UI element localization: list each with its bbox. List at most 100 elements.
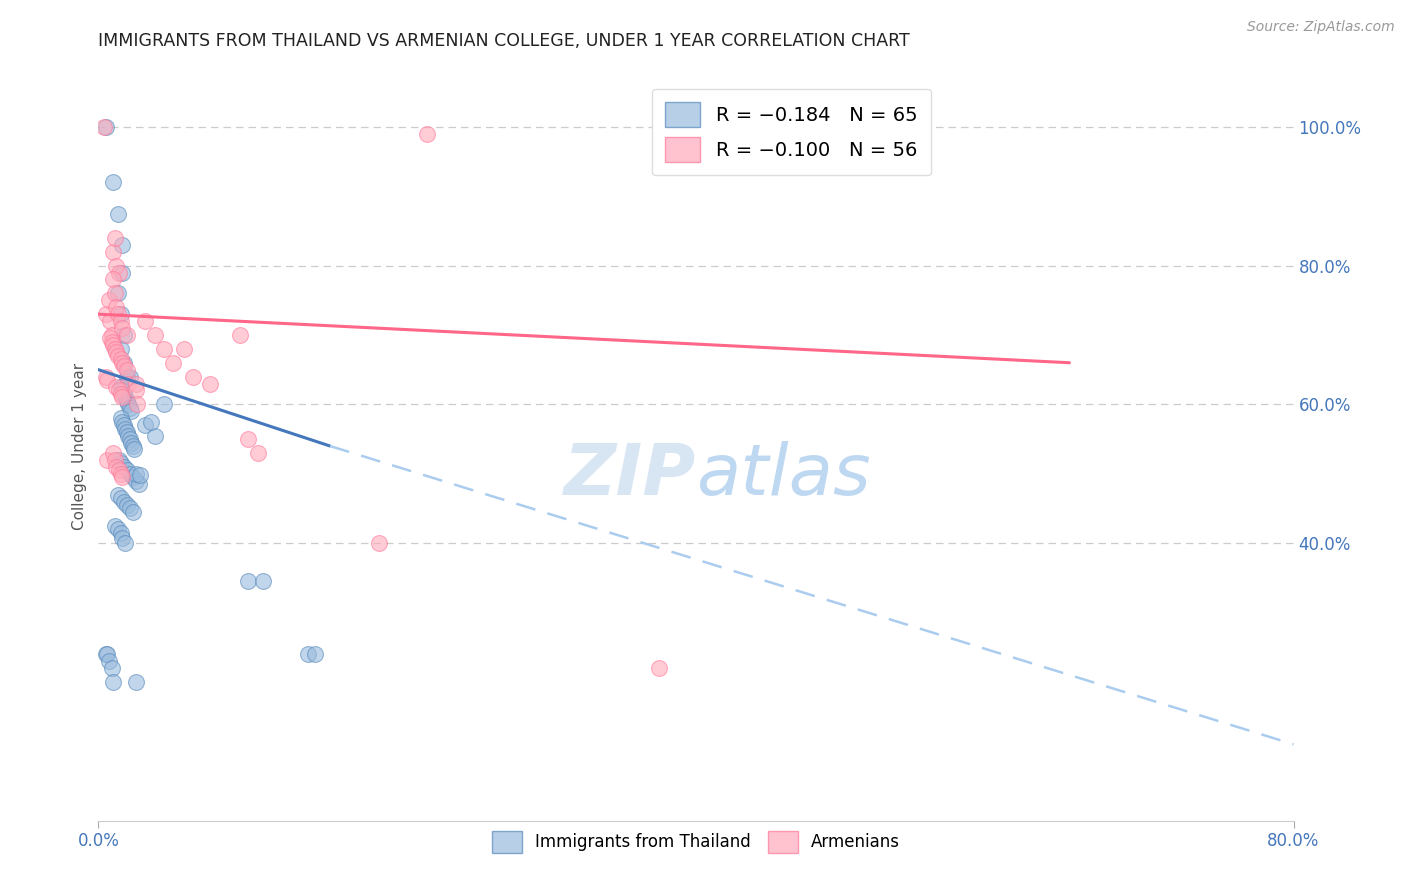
Point [112,459,135,474]
Point [110,456,132,470]
Point [96,647,118,661]
Point [93,120,115,134]
Point [115,328,138,343]
Point [117,376,139,391]
Point [103,338,125,352]
Point [110,307,132,321]
Point [101,328,124,343]
Point [129,468,152,483]
Y-axis label: College, Under 1 year: College, Under 1 year [72,362,87,530]
Point [297,647,319,661]
Point [125,674,148,689]
Point [115,362,138,376]
Point [115,393,138,408]
Point [94,120,117,134]
Point [125,467,148,481]
Point [153,342,176,356]
Point [104,286,127,301]
Point [110,525,132,540]
Point [107,206,129,220]
Point [252,574,274,589]
Point [107,349,129,363]
Point [103,446,125,460]
Point [105,380,128,394]
Point [114,422,136,436]
Point [96,453,118,467]
Point [139,415,162,429]
Point [107,522,129,536]
Point [101,334,124,349]
Point [94,369,117,384]
Point [181,369,204,384]
Point [110,342,132,356]
Point [104,518,127,533]
Point [112,359,135,374]
Point [125,474,148,488]
Point [121,470,143,484]
Point [121,439,143,453]
Point [117,397,139,411]
Point [162,356,184,370]
Point [108,453,131,467]
Point [107,307,129,321]
Point [247,446,270,460]
Point [110,352,132,367]
Text: ZIP: ZIP [564,442,696,510]
Point [103,175,125,189]
Point [101,661,124,675]
Point [200,376,222,391]
Text: Source: ZipAtlas.com: Source: ZipAtlas.com [1247,20,1395,34]
Point [115,425,138,439]
Point [110,467,132,481]
Point [304,647,326,661]
Point [118,501,141,516]
Point [125,376,148,391]
Point [118,467,141,481]
Point [103,674,125,689]
Point [108,384,131,398]
Point [104,231,127,245]
Point [103,244,125,259]
Point [117,428,139,442]
Point [107,487,129,501]
Point [97,293,120,308]
Point [98,331,122,345]
Point [108,266,131,280]
Point [114,391,136,405]
Point [103,272,125,286]
Point [143,428,166,442]
Point [110,491,132,505]
Point [118,369,141,384]
Point [104,342,127,356]
Point [111,356,134,370]
Point [143,328,166,343]
Point [112,387,135,401]
Point [110,314,132,328]
Point [108,463,131,477]
Point [125,384,148,398]
Point [115,463,138,477]
Point [110,380,132,394]
Point [111,531,134,545]
Point [110,387,132,401]
Point [368,536,391,550]
Point [236,574,259,589]
Point [97,654,120,668]
Point [111,266,134,280]
Point [173,342,195,356]
Point [94,647,117,661]
Point [96,373,118,387]
Point [111,237,134,252]
Point [105,345,128,359]
Point [134,418,156,433]
Point [229,328,252,343]
Point [134,314,156,328]
Point [236,432,259,446]
Point [121,505,143,519]
Point [112,356,135,370]
Point [111,391,134,405]
Point [111,415,134,429]
Point [104,453,127,467]
Point [153,397,176,411]
Point [112,418,135,433]
